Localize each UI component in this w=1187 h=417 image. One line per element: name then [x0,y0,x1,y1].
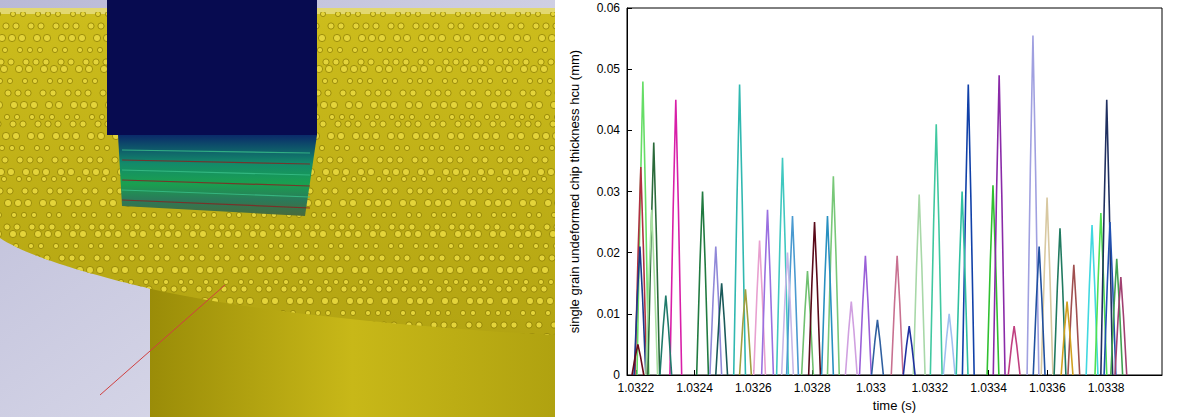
svg-text:single grain undeformed chip t: single grain undeformed chip thickness h… [567,50,582,333]
svg-text:0.01: 0.01 [597,307,621,321]
svg-text:0.02: 0.02 [597,246,621,260]
svg-text:1.0322: 1.0322 [617,381,654,395]
svg-text:1.033: 1.033 [856,381,886,395]
svg-text:0.04: 0.04 [597,123,621,137]
svg-text:0.06: 0.06 [597,1,621,15]
svg-text:1.0332: 1.0332 [911,381,948,395]
svg-text:1.0326: 1.0326 [735,381,772,395]
svg-text:1.0328: 1.0328 [794,381,831,395]
svg-text:time (s): time (s) [873,398,916,413]
svg-text:0: 0 [613,368,620,382]
svg-text:1.0324: 1.0324 [676,381,713,395]
svg-text:1.0334: 1.0334 [970,381,1007,395]
svg-text:1.0338: 1.0338 [1088,381,1125,395]
svg-text:0.05: 0.05 [597,62,621,76]
svg-text:1.0336: 1.0336 [1029,381,1066,395]
svg-text:0.03: 0.03 [597,185,621,199]
